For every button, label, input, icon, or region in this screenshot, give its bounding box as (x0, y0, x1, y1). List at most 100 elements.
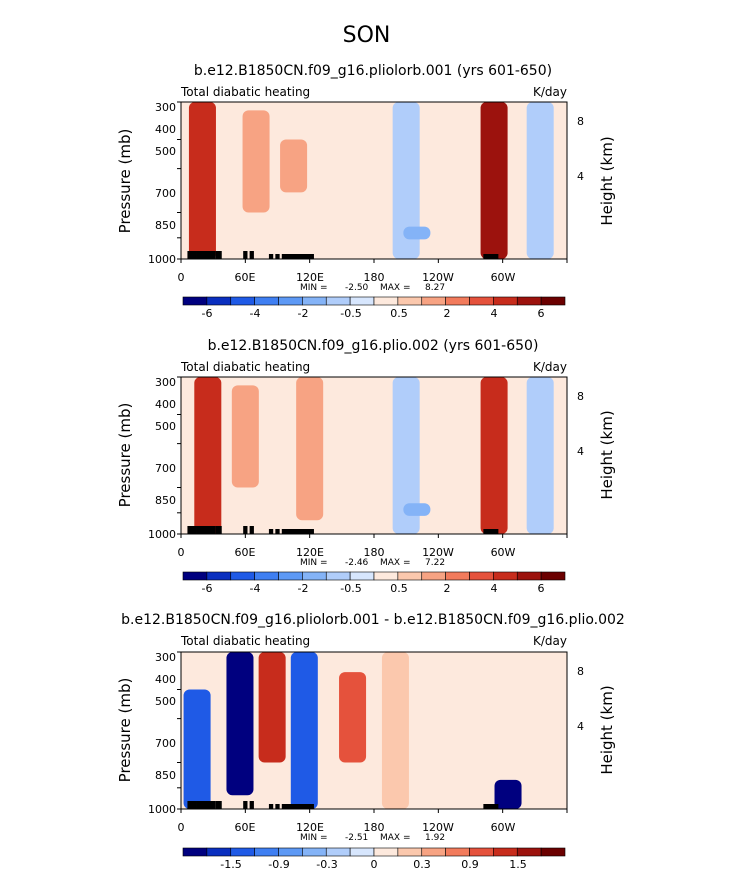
colorbar-tick-label: 4 (491, 307, 498, 320)
colorbar-swatch (302, 571, 327, 581)
colorbar-swatch (421, 847, 446, 857)
colorbar-tick-label: -6 (202, 582, 213, 595)
x-tick-label: 0 (178, 821, 185, 834)
colorbar-tick-label: 6 (538, 307, 545, 320)
terrain-block (249, 801, 254, 809)
panel-title: b.e12.B1850CN.f09_g16.pliolorb.001 (yrs … (194, 63, 552, 79)
x-tick-label: 180 (364, 821, 385, 834)
x-tick-label: 60E (235, 546, 256, 559)
colorbar-tick-label: 2 (444, 307, 451, 320)
x-tick-label: 180 (364, 546, 385, 559)
y-tick-label-right: 4 (577, 720, 584, 733)
x-tick-label: 120W (422, 271, 454, 284)
plot-area[interactable] (177, 651, 568, 813)
panel-2: b.e12.B1850CN.f09_g16.plio.002 (yrs 601-… (116, 338, 616, 595)
colorbar-tick-label: 1.5 (509, 858, 527, 871)
heating-feature (403, 226, 431, 240)
x-tick-label: 0 (178, 546, 185, 559)
terrain-block (275, 804, 280, 809)
y-tick-label: 400 (155, 673, 176, 686)
y-axis-label-right: Height (km) (598, 136, 616, 225)
colorbar-swatch (278, 847, 303, 857)
colorbar-swatch (516, 296, 542, 306)
colorbar-swatch (325, 296, 351, 306)
colorbar-tick-label: -4 (250, 582, 261, 595)
y-tick-label: 850 (155, 494, 176, 507)
terrain-block (196, 526, 207, 534)
y-tick-label: 1000 (148, 528, 176, 541)
colorbar-swatch (516, 571, 542, 581)
heating-feature (480, 102, 508, 259)
colorbar-tick-label: 0.5 (390, 582, 408, 595)
heating-feature (194, 377, 222, 534)
y-tick-label: 1000 (148, 253, 176, 266)
colorbar-tick-label: -2 (298, 307, 309, 320)
colorbar-swatch (373, 296, 399, 306)
plot-area[interactable] (177, 101, 568, 263)
y-tick-label: 850 (155, 769, 176, 782)
colorbar-tick-label: 4 (491, 582, 498, 595)
colorbar-tick-label: -0.9 (268, 858, 289, 871)
terrain-block (483, 529, 499, 534)
y-axis-label: Pressure (mb) (116, 678, 134, 783)
colorbar-tick-label: 0 (371, 858, 378, 871)
heating-feature (188, 102, 216, 259)
max-value: 1.92 (425, 833, 445, 843)
colorbar-swatch (254, 571, 279, 581)
colorbar-tick-label: -1.5 (220, 858, 241, 871)
colorbar-swatch (278, 571, 303, 581)
terrain-block (196, 801, 207, 809)
y-tick-label: 300 (155, 376, 176, 389)
heating-feature (296, 377, 324, 521)
colorbar-swatch (421, 571, 446, 581)
panel-title: b.e12.B1850CN.f09_g16.plio.002 (yrs 601-… (208, 338, 539, 354)
plot-area[interactable] (177, 376, 568, 538)
x-tick-label: 60W (491, 271, 516, 284)
terrain-block (204, 801, 216, 809)
colorbar-tick-label: 2 (444, 582, 451, 595)
y-tick-label: 700 (155, 737, 176, 750)
colorbar-tick-label: -0.5 (340, 582, 361, 595)
heating-feature (381, 652, 409, 809)
y-tick-label: 1000 (148, 803, 176, 816)
x-tick-label: 60W (491, 821, 516, 834)
y-tick-label: 700 (155, 187, 176, 200)
colorbar-tick-label: -4 (250, 307, 261, 320)
colorbar-swatch (445, 571, 470, 581)
terrain-block (187, 801, 197, 809)
colorbar-swatch (182, 847, 208, 857)
y-axis-label: Pressure (mb) (116, 403, 134, 508)
y-tick-label: 300 (155, 101, 176, 114)
colorbar (182, 571, 566, 581)
max-value: 7.22 (425, 558, 445, 568)
colorbar-swatch (349, 847, 375, 857)
panel-3: b.e12.B1850CN.f09_g16.pliolorb.001 - b.e… (116, 612, 625, 871)
colorbar-swatch (349, 296, 375, 306)
colorbar-tick-label: 0.9 (461, 858, 479, 871)
terrain-block (268, 254, 274, 259)
colorbar-swatch (230, 571, 255, 581)
heating-feature (258, 652, 286, 763)
y-tick-label: 400 (155, 398, 176, 411)
max-label: MAX = (380, 558, 411, 568)
colorbar-swatch (540, 296, 566, 306)
heating-feature (526, 377, 554, 534)
x-tick-label: 120W (422, 821, 454, 834)
terrain-block (215, 801, 222, 809)
terrain-block (483, 804, 499, 809)
terrain-block (249, 251, 254, 259)
heating-feature (403, 503, 431, 516)
terrain-block (243, 526, 248, 534)
colorbar-swatch (373, 571, 399, 581)
y-tick-label-right: 4 (577, 170, 584, 183)
heating-feature (183, 689, 211, 809)
colorbar-swatch (445, 296, 470, 306)
terrain-block (204, 251, 216, 259)
colorbar-swatch (493, 847, 518, 857)
colorbar-swatch (349, 571, 375, 581)
heating-feature (226, 652, 254, 796)
y-tick-label: 300 (155, 651, 176, 664)
y-tick-label: 700 (155, 462, 176, 475)
colorbar-swatch (302, 847, 327, 857)
heating-feature (290, 652, 318, 809)
